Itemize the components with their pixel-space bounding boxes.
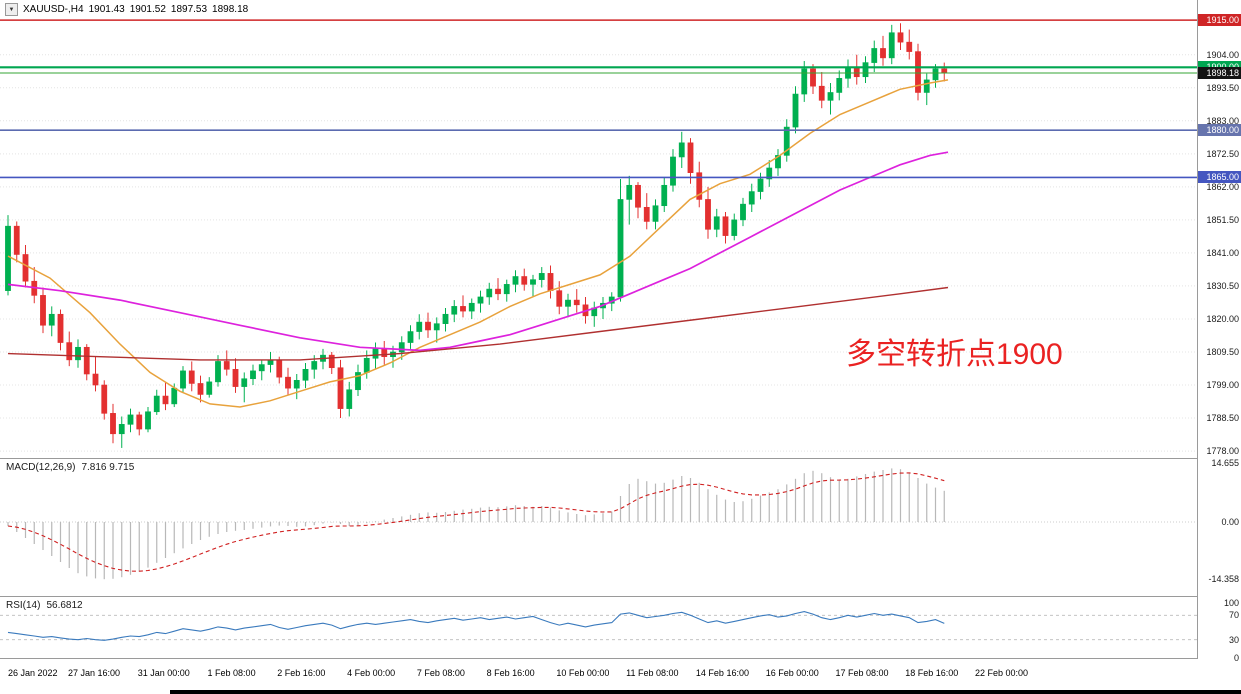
time-label: 2 Feb 16:00 xyxy=(277,668,326,678)
axis-rsi-label: 30 xyxy=(1228,634,1239,645)
main-price-chart[interactable]: 多空转折点1900 xyxy=(0,0,1197,458)
axis-price-label: 1799.00 xyxy=(1206,380,1239,391)
axis-macd-label: -14.358 xyxy=(1208,574,1239,585)
axis-price-label: 1809.50 xyxy=(1206,346,1239,357)
axis-price-label: 1862.00 xyxy=(1206,181,1239,192)
macd-name: MACD(12,26,9) xyxy=(6,462,76,473)
axis-macd-label: 14.655 xyxy=(1211,458,1239,469)
ma-slow-line xyxy=(7,286,949,361)
macd-signal-line xyxy=(7,472,945,572)
axis-price-label: 1841.00 xyxy=(1206,247,1239,258)
axis-price-label: 1893.50 xyxy=(1206,82,1239,93)
macd-values: 7.816 9.715 xyxy=(81,462,135,473)
rsi-indicator-panel[interactable] xyxy=(0,597,1197,658)
axis-rsi-label: 0 xyxy=(1233,653,1239,663)
time-label: 16 Feb 00:00 xyxy=(765,668,819,678)
time-label: 8 Feb 16:00 xyxy=(486,668,535,678)
panel-separator xyxy=(0,658,1241,659)
price-axis[interactable]: 1904.00 1893.50 1883.00 1872.50 1862.00 1851.… xyxy=(1198,0,1241,690)
symbol-name: XAUUSD-,H4 xyxy=(23,4,84,15)
panel-separator[interactable] xyxy=(0,596,1241,597)
time-label: 31 Jan 00:00 xyxy=(137,668,190,678)
symbol-dropdown-icon[interactable]: ▼ xyxy=(5,3,18,16)
time-axis[interactable]: 26 Jan 2022 27 Jan 16:00 31 Jan 00:00 1 Feb… xyxy=(0,659,1197,690)
symbol-ohlc-bar: ▼ XAUUSD-,H4 1901.43 1901.52 1897.53 189… xyxy=(5,3,248,16)
time-label: 11 Feb 08:00 xyxy=(626,668,679,678)
axis-price-label: 1883.00 xyxy=(1206,115,1239,126)
ohlc-close: 1898.18 xyxy=(212,4,249,15)
time-label: 10 Feb 00:00 xyxy=(556,668,610,678)
ma-fast-line xyxy=(7,79,949,408)
taskbar-edge-strip xyxy=(0,690,1241,694)
rsi-line xyxy=(7,611,945,641)
time-label: 26 Jan 2022 xyxy=(8,668,58,678)
panel-separator[interactable] xyxy=(0,458,1241,459)
rsi-values: 56.6812 xyxy=(46,600,83,611)
time-label: 17 Feb 08:00 xyxy=(835,668,889,678)
axis-price-label: 1830.50 xyxy=(1206,280,1239,291)
axis-macd-label: 0.00 xyxy=(1221,517,1239,527)
time-label: 22 Feb 00:00 xyxy=(975,668,1029,678)
candles xyxy=(5,23,948,448)
axis-price-label: 1851.50 xyxy=(1206,214,1239,225)
rsi-indicator-label: RSI(14) 56.6812 xyxy=(6,600,83,611)
rsi-name: RSI(14) xyxy=(6,600,41,611)
time-label: 7 Feb 08:00 xyxy=(416,668,465,678)
price-axis-separator xyxy=(1197,0,1198,659)
time-label: 14 Feb 16:00 xyxy=(695,668,749,678)
axis-price-tag-1898.18[interactable]: 1898.18 xyxy=(1198,67,1241,80)
axis-price-label: 1904.00 xyxy=(1206,49,1239,60)
axis-price-label: 1778.00 xyxy=(1206,446,1239,457)
macd-indicator-label: MACD(12,26,9) 7.816 9.715 xyxy=(6,462,134,473)
time-label: 18 Feb 16:00 xyxy=(905,668,959,678)
ma-medium-line xyxy=(7,151,949,352)
axis-price-tag-1865.00[interactable]: 1865.00 xyxy=(1198,171,1241,184)
axis-price-tag-1915.00[interactable]: 1915.00 xyxy=(1198,14,1241,27)
time-label: 1 Feb 08:00 xyxy=(207,668,256,678)
time-label: 4 Feb 00:00 xyxy=(347,668,396,678)
axis-price-tag-1880.00[interactable]: 1880.00 xyxy=(1198,124,1241,137)
ohlc-high: 1901.52 xyxy=(129,4,166,15)
ohlc-open: 1901.43 xyxy=(88,4,125,15)
ohlc-low: 1897.53 xyxy=(170,4,208,15)
axis-price-label: 1872.50 xyxy=(1206,148,1239,159)
axis-price-label: 1788.50 xyxy=(1206,413,1239,424)
macd-histogram xyxy=(7,468,945,580)
macd-indicator-panel[interactable] xyxy=(0,459,1197,596)
axis-rsi-label: 100 xyxy=(1223,598,1239,608)
axis-price-label: 1820.00 xyxy=(1206,313,1239,324)
time-label: 27 Jan 16:00 xyxy=(68,668,121,678)
taskbar-black-segment xyxy=(170,690,1241,694)
annotation-text[interactable]: 多空转折点1900 xyxy=(846,338,1063,371)
axis-rsi-label: 70 xyxy=(1228,610,1239,621)
